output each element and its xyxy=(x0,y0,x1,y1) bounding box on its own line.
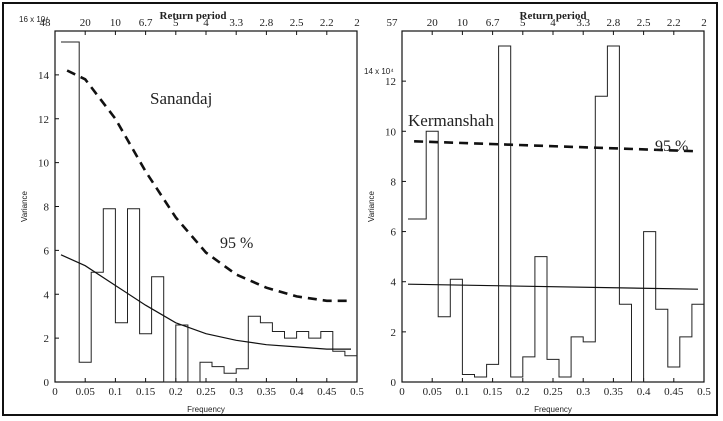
x-tick-label-right: 0.15 xyxy=(483,386,503,398)
top-tick-label-left: 2.2 xyxy=(320,17,334,29)
y-tick-label-right: 2 xyxy=(391,327,397,339)
top-tick-label-left: 3.3 xyxy=(229,17,243,29)
confidence-label-right: 95 % xyxy=(655,138,688,155)
top-tick-label-right: 57 xyxy=(387,17,399,29)
top-tick-label-right: 2.8 xyxy=(607,17,621,29)
top-tick-label-right: 3.3 xyxy=(576,17,590,29)
y-tick-label-left: 8 xyxy=(44,202,50,214)
top-tick-label-left: 10 xyxy=(110,17,122,29)
top-axis-title-left: Return period xyxy=(160,10,227,22)
x-tick-label-right: 0.2 xyxy=(516,386,530,398)
top-tick-label-left: 2.8 xyxy=(260,17,274,29)
confidence-label-left: 95 % xyxy=(220,235,253,252)
x-tick-label-left: 0 xyxy=(52,386,58,398)
x-tick-label-right: 0.3 xyxy=(576,386,590,398)
x-tick-label-left: 0.05 xyxy=(76,386,96,398)
plot-box-right xyxy=(401,30,705,383)
y-tick-label-right: 12 xyxy=(385,76,396,88)
y-tick-label-left: 0 xyxy=(44,377,50,389)
spectrum-step-line-left xyxy=(61,41,357,383)
plot-box-left xyxy=(54,30,358,383)
y-tick-label-right: 6 xyxy=(391,227,397,239)
x-tick-label-right: 0.4 xyxy=(637,386,651,398)
y-tick-label-right: 0 xyxy=(391,377,397,389)
top-tick-label-right: 20 xyxy=(427,17,439,29)
y-axis-label-right: Variance xyxy=(367,190,376,222)
top-tick-label-left: 5 xyxy=(173,17,179,29)
confidence-95-line-left xyxy=(66,69,351,303)
x-axis-label-right: Frequency xyxy=(534,405,572,414)
x-tick-label-left: 0.25 xyxy=(196,386,216,398)
top-tick-label-left: 48 xyxy=(40,17,52,29)
x-tick-label-right: 0 xyxy=(399,386,405,398)
y-tick-label-left: 14 xyxy=(38,70,50,82)
y-tick-label-left: 12 xyxy=(38,114,49,126)
top-tick-label-right: 2 xyxy=(701,17,707,29)
station-name-right: Kermanshah xyxy=(408,111,494,130)
top-tick-label-left: 4 xyxy=(203,17,209,29)
x-tick-label-right: 0.1 xyxy=(456,386,470,398)
top-tick-label-right: 4 xyxy=(550,17,556,29)
y-scale-label-left: 16 x 10⁴ xyxy=(19,15,49,24)
x-tick-label-left: 0.15 xyxy=(136,386,156,398)
null-continuum-line-left xyxy=(60,254,351,350)
x-tick-label-right: 0.25 xyxy=(543,386,563,398)
top-tick-label-right: 10 xyxy=(457,17,469,29)
x-tick-label-right: 0.35 xyxy=(604,386,624,398)
top-axis-title-right: Return period xyxy=(520,10,587,22)
y-tick-label-left: 2 xyxy=(44,333,50,345)
x-tick-label-left: 0.3 xyxy=(229,386,243,398)
spectrum-step-line-right xyxy=(408,45,704,383)
x-tick-label-right: 0.5 xyxy=(697,386,711,398)
x-tick-label-left: 0.45 xyxy=(317,386,337,398)
x-axis-label-left: Frequency xyxy=(187,405,225,414)
y-tick-label-left: 6 xyxy=(44,245,50,257)
top-tick-label-right: 2.2 xyxy=(667,17,681,29)
top-tick-label-left: 20 xyxy=(80,17,92,29)
x-tick-label-right: 0.45 xyxy=(664,386,684,398)
x-tick-label-left: 0.4 xyxy=(290,386,304,398)
figure-frame xyxy=(2,2,718,416)
y-tick-label-right: 8 xyxy=(391,176,397,188)
station-name-left: Sanandaj xyxy=(150,89,212,108)
y-tick-label-left: 10 xyxy=(38,158,50,170)
chart-panel-right xyxy=(401,30,705,383)
top-tick-label-left: 6.7 xyxy=(139,17,153,29)
top-tick-label-left: 2.5 xyxy=(290,17,304,29)
y-axis-label-left: Variance xyxy=(20,190,29,222)
y-scale-label-right: 14 x 10⁴ xyxy=(364,67,394,76)
x-tick-label-left: 0.1 xyxy=(109,386,123,398)
y-tick-label-left: 4 xyxy=(44,289,50,301)
x-tick-label-left: 0.5 xyxy=(350,386,364,398)
top-tick-label-left: 2 xyxy=(354,17,360,29)
x-tick-label-left: 0.35 xyxy=(257,386,277,398)
y-tick-label-right: 4 xyxy=(391,277,397,289)
top-tick-label-right: 5 xyxy=(520,17,526,29)
null-continuum-line-right xyxy=(407,283,699,290)
x-tick-label-left: 0.2 xyxy=(169,386,183,398)
top-tick-label-right: 2.5 xyxy=(637,17,651,29)
confidence-95-line-right xyxy=(414,140,699,153)
top-tick-label-right: 6.7 xyxy=(486,17,500,29)
x-tick-label-right: 0.05 xyxy=(423,386,443,398)
y-tick-label-right: 10 xyxy=(385,126,397,138)
chart-panel-left xyxy=(54,30,358,383)
